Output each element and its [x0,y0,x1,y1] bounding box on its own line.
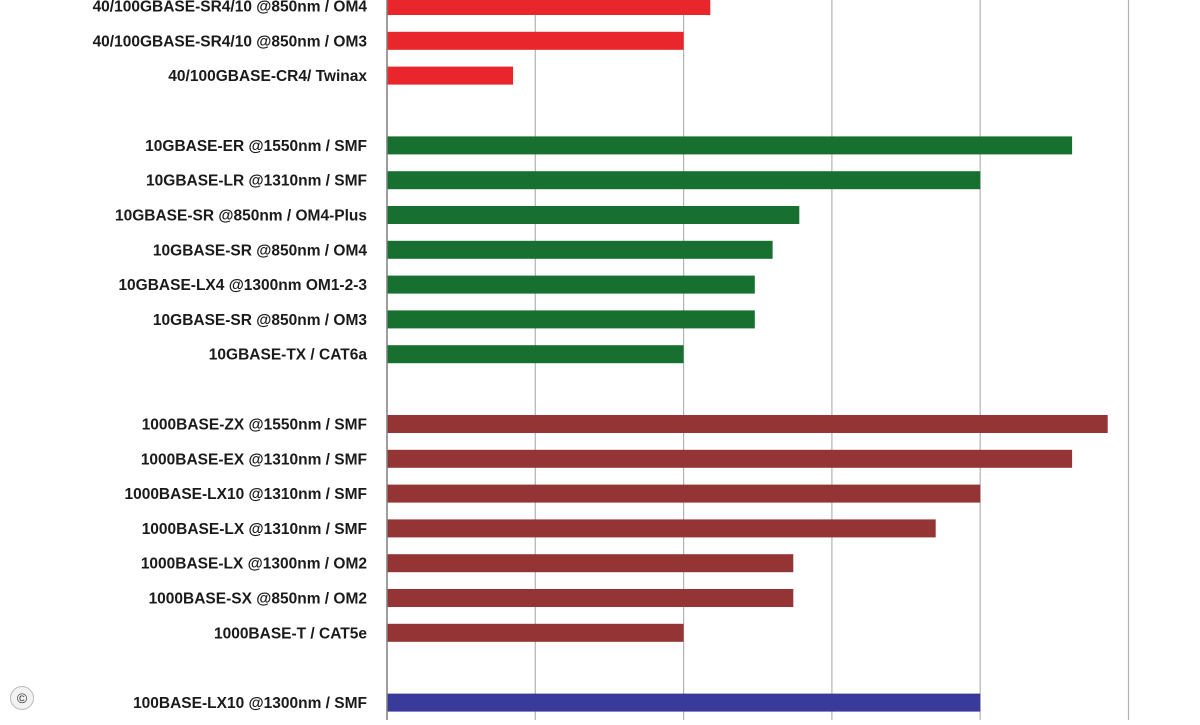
bars [387,0,1108,712]
bar [387,589,794,607]
category-label: 10GBASE-SR @850nm / OM4-Plus [115,208,367,225]
bar [387,310,755,329]
bar [387,66,514,85]
category-label: 100BASE-LX10 @1300nm / SMF [133,695,367,712]
bar [387,623,684,642]
category-label: 10GBASE-TX / CAT6a [209,347,368,364]
bar [387,345,684,364]
bar [387,693,981,712]
category-label: 40/100GBASE-SR4/10 @850nm / OM4 [93,0,368,16]
category-label: 1000BASE-LX @1300nm / OM2 [141,556,367,573]
category-label: 10GBASE-SR @850nm / OM3 [153,312,367,329]
category-label: 1000BASE-T / CAT5e [214,625,367,642]
bar [387,449,1073,468]
category-label: 10GBASE-LR @1310nm / SMF [146,173,367,190]
bar [387,206,800,224]
bar [387,31,684,50]
bar [387,0,711,15]
bar [387,554,794,573]
bar [387,519,936,538]
category-label: 10GBASE-ER @1550nm / SMF [145,138,367,155]
bar [387,275,755,294]
category-label: 40/100GBASE-SR4/10 @850nm / OM3 [93,33,368,50]
category-label: 1000BASE-LX @1310nm / SMF [142,521,367,538]
bar [387,136,1073,155]
category-label: 1000BASE-LX10 @1310nm / SMF [124,486,367,503]
category-label: 1000BASE-SX @850nm / OM2 [149,591,367,608]
category-label: 40/100GBASE-CR4/ Twinax [168,68,367,85]
bar [387,484,981,503]
category-label: 1000BASE-ZX @1550nm / SMF [142,417,367,434]
category-label: 10GBASE-SR @850nm / OM4 [153,242,367,259]
bar [387,171,981,190]
category-label: 1000BASE-EX @1310nm / SMF [141,451,367,468]
copyright-icon: © [10,686,34,710]
bar [387,240,773,259]
bar [387,415,1108,433]
category-labels: 40/100GBASE-SR4/10 @850nm / OM4 40/100GBA… [93,0,368,712]
category-label: 10GBASE-LX4 @1300nm OM1-2-3 [118,277,367,294]
